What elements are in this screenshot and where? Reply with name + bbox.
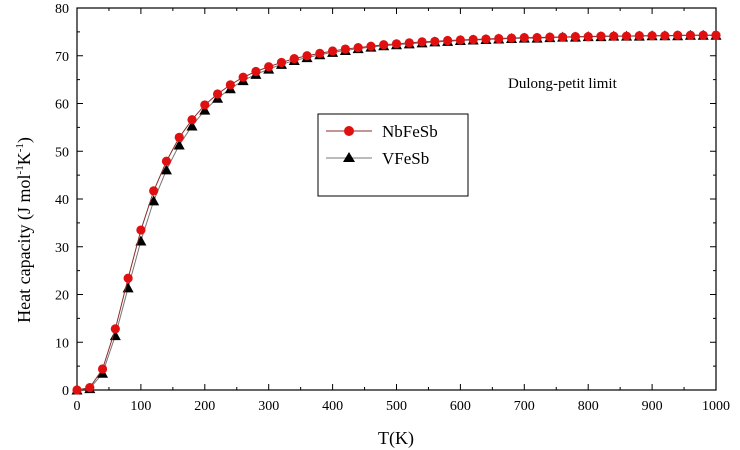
series-line-vfesb <box>76 34 716 391</box>
point-nbfesb <box>276 57 287 68</box>
point-nbfesb <box>685 30 696 40</box>
point-vfesb <box>186 120 198 131</box>
y-axis-title-sup2: -1 <box>14 143 26 152</box>
plot-frame <box>76 7 717 391</box>
point-nbfesb <box>97 364 108 374</box>
point-nbfesb <box>391 39 402 49</box>
point-nbfesb <box>110 324 120 334</box>
y-axis-title-end: ) <box>14 137 35 143</box>
y-tick-label: 10 <box>55 336 69 351</box>
point-nbfesb <box>353 43 363 53</box>
point-nbfesb <box>85 383 95 393</box>
point-nbfesb <box>647 31 657 41</box>
point-vfesb <box>122 282 134 293</box>
point-nbfesb <box>417 37 427 47</box>
point-nbfesb <box>149 186 159 196</box>
point-nbfesb <box>379 40 389 50</box>
point-nbfesb <box>443 35 453 46</box>
legend-marker-vfesb <box>343 152 355 162</box>
point-nbfesb <box>251 66 261 77</box>
point-nbfesb <box>430 36 440 47</box>
y-tick-label: 20 <box>55 289 69 304</box>
point-nbfesb <box>532 33 542 43</box>
point-nbfesb <box>187 115 197 125</box>
y-tick-label: 30 <box>55 241 69 256</box>
y-tick-label: 80 <box>55 2 69 17</box>
point-nbfesb <box>494 33 504 44</box>
y-axis-title-sup1: -1 <box>14 165 26 174</box>
point-nbfesb <box>711 30 721 40</box>
legend: NbFeSb VFeSb <box>317 113 469 197</box>
point-nbfesb <box>609 31 619 41</box>
legend-label-vfesb: VFeSb <box>382 149 429 168</box>
x-tick-label: 100 <box>130 399 151 414</box>
point-nbfesb <box>698 30 708 40</box>
x-axis-title: T(K) <box>378 428 414 449</box>
point-nbfesb <box>366 41 376 51</box>
point-vfesb <box>135 235 147 246</box>
axes-frame-group <box>76 7 717 391</box>
x-tick-label: 200 <box>194 399 215 414</box>
point-nbfesb <box>558 32 568 42</box>
x-tick-label: 0 <box>74 399 81 414</box>
point-vfesb <box>173 139 185 150</box>
x-tick-label: 700 <box>514 399 535 414</box>
point-nbfesb <box>200 100 210 110</box>
point-nbfesb <box>212 89 223 99</box>
x-tick-label: 400 <box>322 399 343 414</box>
y-axis-title-mid: K <box>14 152 34 165</box>
y-tick-label: 0 <box>62 384 69 399</box>
point-nbfesb <box>328 46 338 56</box>
point-vfesb <box>160 164 172 175</box>
point-nbfesb <box>468 34 478 45</box>
legend-label-nbfesb: NbFeSb <box>382 122 438 141</box>
x-tick-label: 800 <box>578 399 599 414</box>
point-nbfesb <box>123 273 133 283</box>
y-axis-title-main: Heat capacity (J mol <box>14 174 35 322</box>
ticks-group: 0 100 200 300 400 500 600 700 800 900 1000 0 10 20 30 4… <box>55 2 730 414</box>
point-nbfesb <box>621 31 632 41</box>
point-nbfesb <box>174 132 184 143</box>
point-nbfesb <box>481 34 491 44</box>
series-group <box>71 29 722 395</box>
point-nbfesb <box>289 54 299 64</box>
point-nbfesb <box>455 35 465 45</box>
point-vfesb <box>148 195 160 206</box>
dulong-petit-annotation: Dulong-petit limit <box>508 76 618 92</box>
point-nbfesb <box>583 32 593 42</box>
y-tick-label: 60 <box>55 98 69 113</box>
point-nbfesb <box>238 72 248 82</box>
point-nbfesb <box>673 30 683 40</box>
point-nbfesb <box>315 48 325 58</box>
point-nbfesb <box>404 38 414 48</box>
legend-box <box>317 113 469 197</box>
y-tick-label: 50 <box>55 145 69 160</box>
point-nbfesb <box>506 33 517 43</box>
y-axis-title: Heat capacity (J mol-1K-1) <box>14 137 35 323</box>
point-nbfesb <box>660 31 670 41</box>
y-tick-label: 40 <box>55 193 69 208</box>
x-tick-label: 900 <box>642 399 663 414</box>
x-tick-label: 500 <box>386 399 407 414</box>
series-line-nbfesb <box>76 34 716 391</box>
y-tick-label: 70 <box>55 50 69 65</box>
point-nbfesb <box>596 31 606 41</box>
point-nbfesb <box>72 385 82 395</box>
point-nbfesb <box>264 62 274 72</box>
x-tick-label: 600 <box>450 399 471 414</box>
point-nbfesb <box>570 32 581 42</box>
point-vfesb <box>199 104 211 115</box>
point-nbfesb <box>136 225 146 235</box>
point-nbfesb <box>302 51 312 61</box>
point-nbfesb <box>519 33 529 43</box>
point-nbfesb <box>634 31 644 41</box>
x-tick-label: 1000 <box>702 399 730 414</box>
legend-marker-nbfesb <box>344 126 354 136</box>
point-nbfesb <box>545 32 555 42</box>
point-nbfesb <box>225 80 235 90</box>
point-nbfesb <box>340 44 350 54</box>
point-nbfesb <box>161 156 172 166</box>
x-tick-label: 300 <box>258 399 279 414</box>
